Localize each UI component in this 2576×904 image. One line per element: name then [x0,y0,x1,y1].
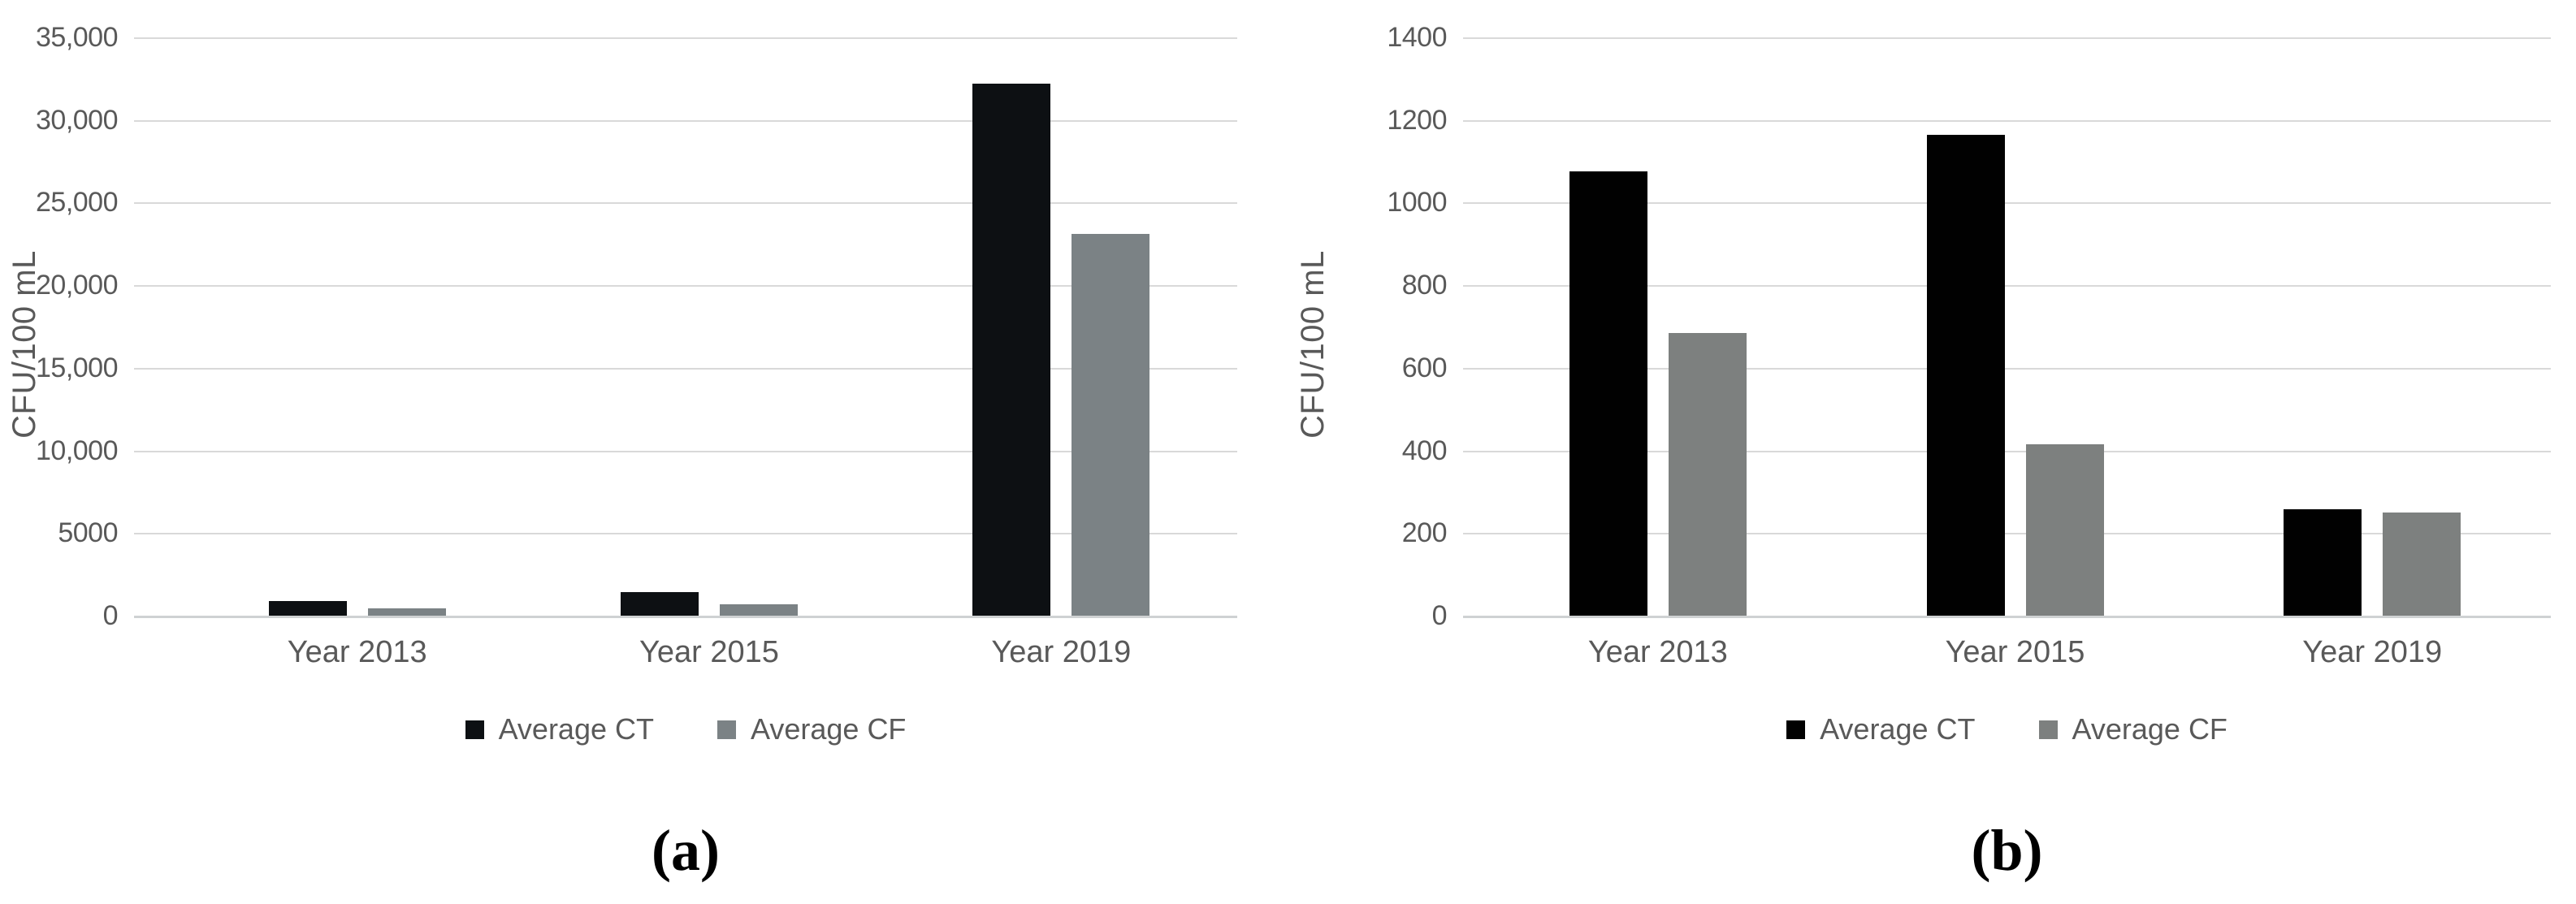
bar-average-ct-year-2015 [1926,134,2005,616]
bar-average-cf-year-2015 [719,603,798,616]
gridline [134,37,1237,39]
bar-average-ct-year-2015 [620,591,699,616]
legend-swatch-average-ct [465,720,484,739]
bar-average-ct-year-2013 [268,600,347,616]
y-tick-label: 5000 [58,517,118,549]
x-axis-category-labels: Year 2013 Year 2015 Year 2019 [1479,632,2551,673]
gridline [1463,367,2551,370]
bar-groups [134,37,1237,616]
legend-label-average-cf: Average CF [2072,712,2227,746]
y-tick-label: 600 [1401,352,1448,383]
y-tick-label: 400 [1401,435,1448,466]
y-tick-label: 1400 [1387,22,1447,53]
y-tick-label: 10,000 [36,435,119,466]
plot-area [1463,37,2551,618]
gridline [1463,450,2551,452]
legend-label-average-ct: Average CT [1820,712,1976,746]
bar-group-year-2013 [1479,37,1837,616]
y-tick-label: 25,000 [36,187,119,218]
y-tick-label: 20,000 [36,270,119,301]
legend: Average CT Average CF [1463,712,2551,747]
gridline [1463,533,2551,535]
legend: Average CT Average CF [134,712,1237,747]
y-tick-label: 800 [1401,270,1448,301]
y-tick-label: 15,000 [36,352,119,383]
gridline [134,533,1237,535]
bar-average-cf-year-2013 [367,608,446,616]
y-tick-label: 1000 [1387,187,1447,218]
bar-average-ct-year-2019 [2284,509,2362,616]
x-category-label: Year 2015 [1945,635,2085,669]
bar-average-ct-year-2013 [1569,171,1647,616]
gridline [1463,119,2551,122]
chart-panel-b: CFU/100 mL 1400 1200 1000 800 600 400 20… [1288,0,2576,904]
y-tick-label: 0 [102,599,119,631]
legend-label-average-cf: Average CF [751,712,907,746]
gridline [1463,285,2551,288]
legend-swatch-average-ct [1786,720,1806,739]
gridline [1463,202,2551,205]
y-tick-label: 1200 [1387,104,1447,136]
bar-group-year-2013 [181,37,533,616]
y-tick-label: 200 [1401,517,1448,549]
x-category-label: Year 2013 [1587,635,1728,669]
legend-label-average-ct: Average CT [498,712,654,746]
gridline [134,202,1237,205]
gridline [134,285,1237,288]
bar-average-cf-year-2015 [2025,443,2104,616]
plot-area [134,37,1237,618]
gridline [134,367,1237,370]
x-axis-category-labels: Year 2013 Year 2015 Year 2019 [181,632,1237,673]
bar-average-ct-year-2019 [972,83,1051,616]
legend-swatch-average-cf [717,720,736,739]
y-tick-label: 0 [1431,599,1448,631]
x-category-label: Year 2013 [287,635,427,669]
bar-group-year-2015 [533,37,885,616]
bar-average-cf-year-2019 [1072,234,1150,616]
gridline [1463,37,2551,39]
y-axis-tick-labels: 35,000 30,000 25,000 20,000 15,000 10,00… [0,19,119,634]
chart-panel-a: CFU/100 mL 35,000 30,000 25,000 20,000 1… [0,19,1237,883]
y-axis-tick-labels: 1400 1200 1000 800 600 400 200 0 [1288,19,1447,634]
bar-group-year-2015 [1837,37,2194,616]
x-category-label: Year 2019 [991,635,1132,669]
bar-average-cf-year-2019 [2383,512,2461,616]
bar-group-year-2019 [885,37,1237,616]
x-category-label: Year 2015 [639,635,779,669]
panel-caption-a: (a) [652,818,720,883]
legend-swatch-average-cf [2038,720,2058,739]
y-tick-label: 30,000 [36,104,119,136]
gridline [134,450,1237,452]
y-tick-label: 35,000 [36,22,119,53]
panel-caption-b: (b) [1971,818,2043,883]
gridline [134,119,1237,122]
x-category-label: Year 2019 [2302,635,2443,669]
bar-average-cf-year-2013 [1668,332,1747,616]
bar-group-year-2019 [2193,37,2551,616]
bar-groups [1463,37,2551,616]
